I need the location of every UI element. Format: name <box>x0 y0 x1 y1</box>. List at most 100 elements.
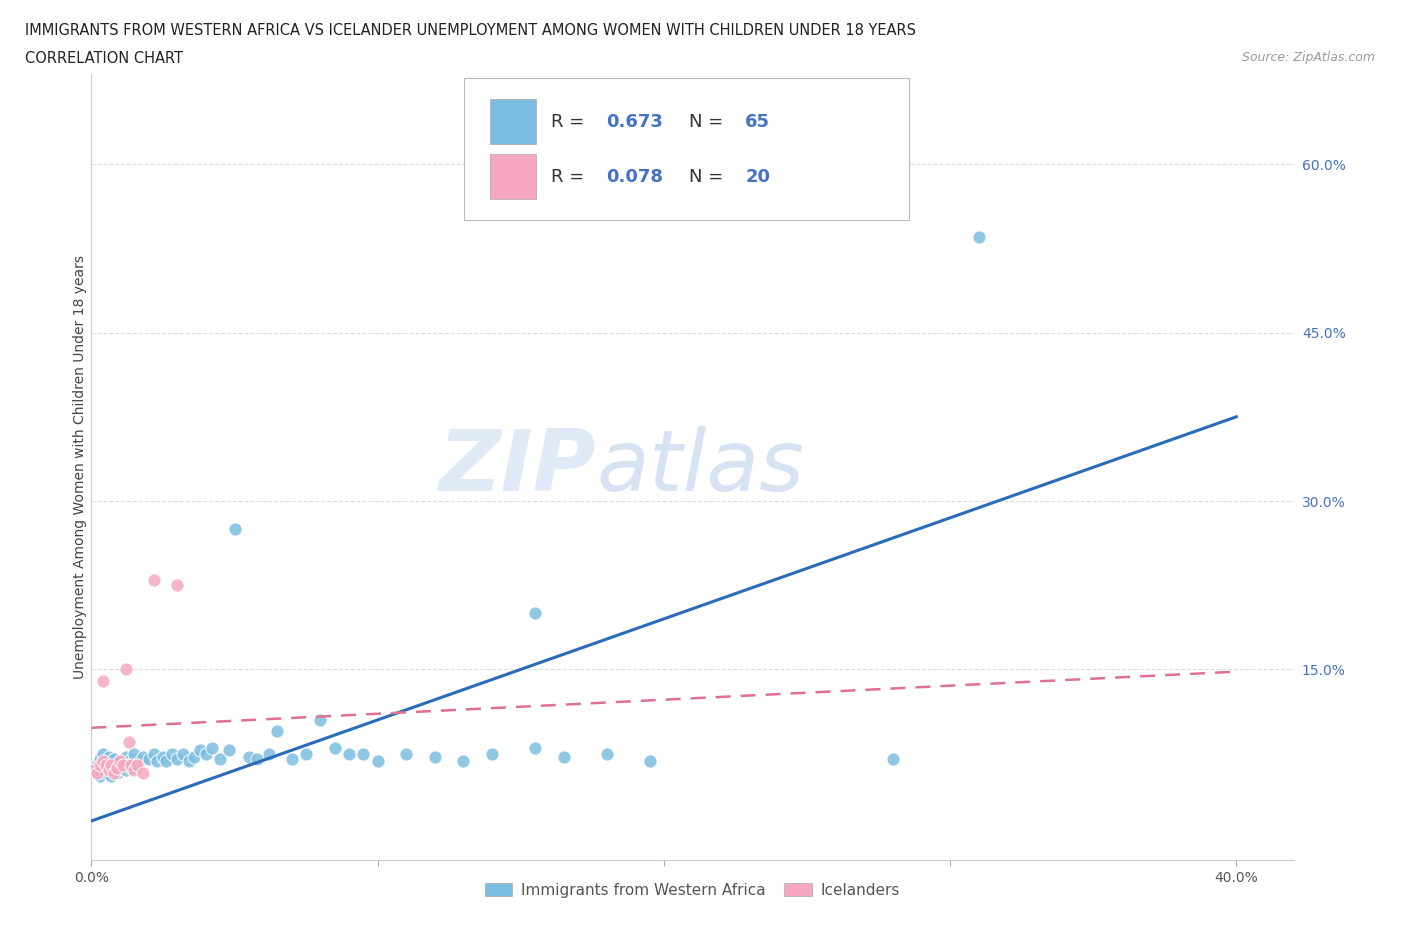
Point <box>124 751 146 766</box>
Point <box>105 761 128 776</box>
Text: 20: 20 <box>745 167 770 186</box>
Point <box>309 712 332 727</box>
Point <box>91 754 114 769</box>
Point <box>595 746 617 761</box>
Point <box>524 605 547 620</box>
Point <box>152 750 174 764</box>
Point <box>91 746 114 761</box>
Point <box>257 746 280 761</box>
Point <box>89 757 111 772</box>
Point <box>97 761 120 776</box>
FancyBboxPatch shape <box>491 153 536 199</box>
Point <box>114 750 136 764</box>
Point <box>395 746 418 761</box>
Point <box>108 754 131 769</box>
Text: 65: 65 <box>745 113 770 130</box>
Point <box>337 746 360 761</box>
Point <box>183 750 205 764</box>
Point <box>209 751 232 766</box>
Point <box>103 765 125 780</box>
Point <box>103 751 125 766</box>
Point <box>83 763 105 777</box>
Point <box>553 750 575 764</box>
Point <box>481 746 503 761</box>
Point <box>172 746 194 761</box>
Point <box>94 757 117 772</box>
Point <box>103 763 125 777</box>
Text: CORRELATION CHART: CORRELATION CHART <box>25 51 183 66</box>
Point <box>127 757 149 772</box>
Point <box>105 765 128 780</box>
Point <box>281 751 304 766</box>
Point <box>177 754 200 769</box>
Point <box>114 763 136 777</box>
Point <box>218 743 240 758</box>
Point <box>143 746 166 761</box>
Point <box>86 757 108 772</box>
Point <box>166 751 188 766</box>
Point <box>367 754 389 769</box>
Point <box>114 662 136 677</box>
Text: R =: R = <box>551 113 589 130</box>
Point <box>91 763 114 777</box>
Point <box>143 572 166 587</box>
Text: N =: N = <box>689 167 728 186</box>
Point <box>124 746 146 761</box>
Point <box>117 735 139 750</box>
Point <box>238 750 260 764</box>
Point <box>86 765 108 780</box>
Point <box>100 757 122 772</box>
Text: 0.078: 0.078 <box>606 167 662 186</box>
Point <box>155 754 177 769</box>
Text: Source: ZipAtlas.com: Source: ZipAtlas.com <box>1241 51 1375 64</box>
Point <box>91 673 114 688</box>
Text: R =: R = <box>551 167 589 186</box>
Point <box>127 757 149 772</box>
Point <box>89 751 111 766</box>
Point <box>94 765 117 780</box>
Point <box>194 746 217 761</box>
Point <box>97 763 120 777</box>
Point <box>121 757 143 772</box>
Point <box>638 754 661 769</box>
Point <box>224 522 246 537</box>
Text: IMMIGRANTS FROM WESTERN AFRICA VS ICELANDER UNEMPLOYMENT AMONG WOMEN WITH CHILDR: IMMIGRANTS FROM WESTERN AFRICA VS ICELAN… <box>25 23 917 38</box>
Point <box>166 578 188 592</box>
Point <box>352 746 374 761</box>
Point <box>423 750 446 764</box>
FancyBboxPatch shape <box>491 99 536 144</box>
Text: atlas: atlas <box>596 426 804 509</box>
Legend: Immigrants from Western Africa, Icelanders: Immigrants from Western Africa, Icelande… <box>478 876 907 904</box>
Point <box>132 765 155 780</box>
Point <box>138 751 160 766</box>
Point <box>524 740 547 755</box>
Point <box>295 746 318 761</box>
Point <box>453 754 475 769</box>
Point <box>201 740 224 755</box>
Y-axis label: Unemployment Among Women with Children Under 18 years: Unemployment Among Women with Children U… <box>73 256 87 679</box>
Point <box>323 740 346 755</box>
Point <box>146 754 169 769</box>
Point <box>882 751 904 766</box>
Point <box>111 757 134 772</box>
Point <box>117 754 139 769</box>
Point <box>108 754 131 769</box>
Point <box>83 763 105 777</box>
Point <box>100 768 122 783</box>
Point <box>108 761 131 776</box>
Point <box>188 743 211 758</box>
Text: N =: N = <box>689 113 728 130</box>
Point <box>266 724 288 738</box>
Point <box>94 754 117 769</box>
Point <box>121 761 143 776</box>
Point <box>246 751 269 766</box>
FancyBboxPatch shape <box>464 78 908 219</box>
Point <box>111 757 134 772</box>
Point <box>97 750 120 764</box>
Point <box>129 754 152 769</box>
Point <box>124 763 146 777</box>
Point <box>100 757 122 772</box>
Text: 0.673: 0.673 <box>606 113 662 130</box>
Point <box>89 768 111 783</box>
Point <box>160 746 183 761</box>
